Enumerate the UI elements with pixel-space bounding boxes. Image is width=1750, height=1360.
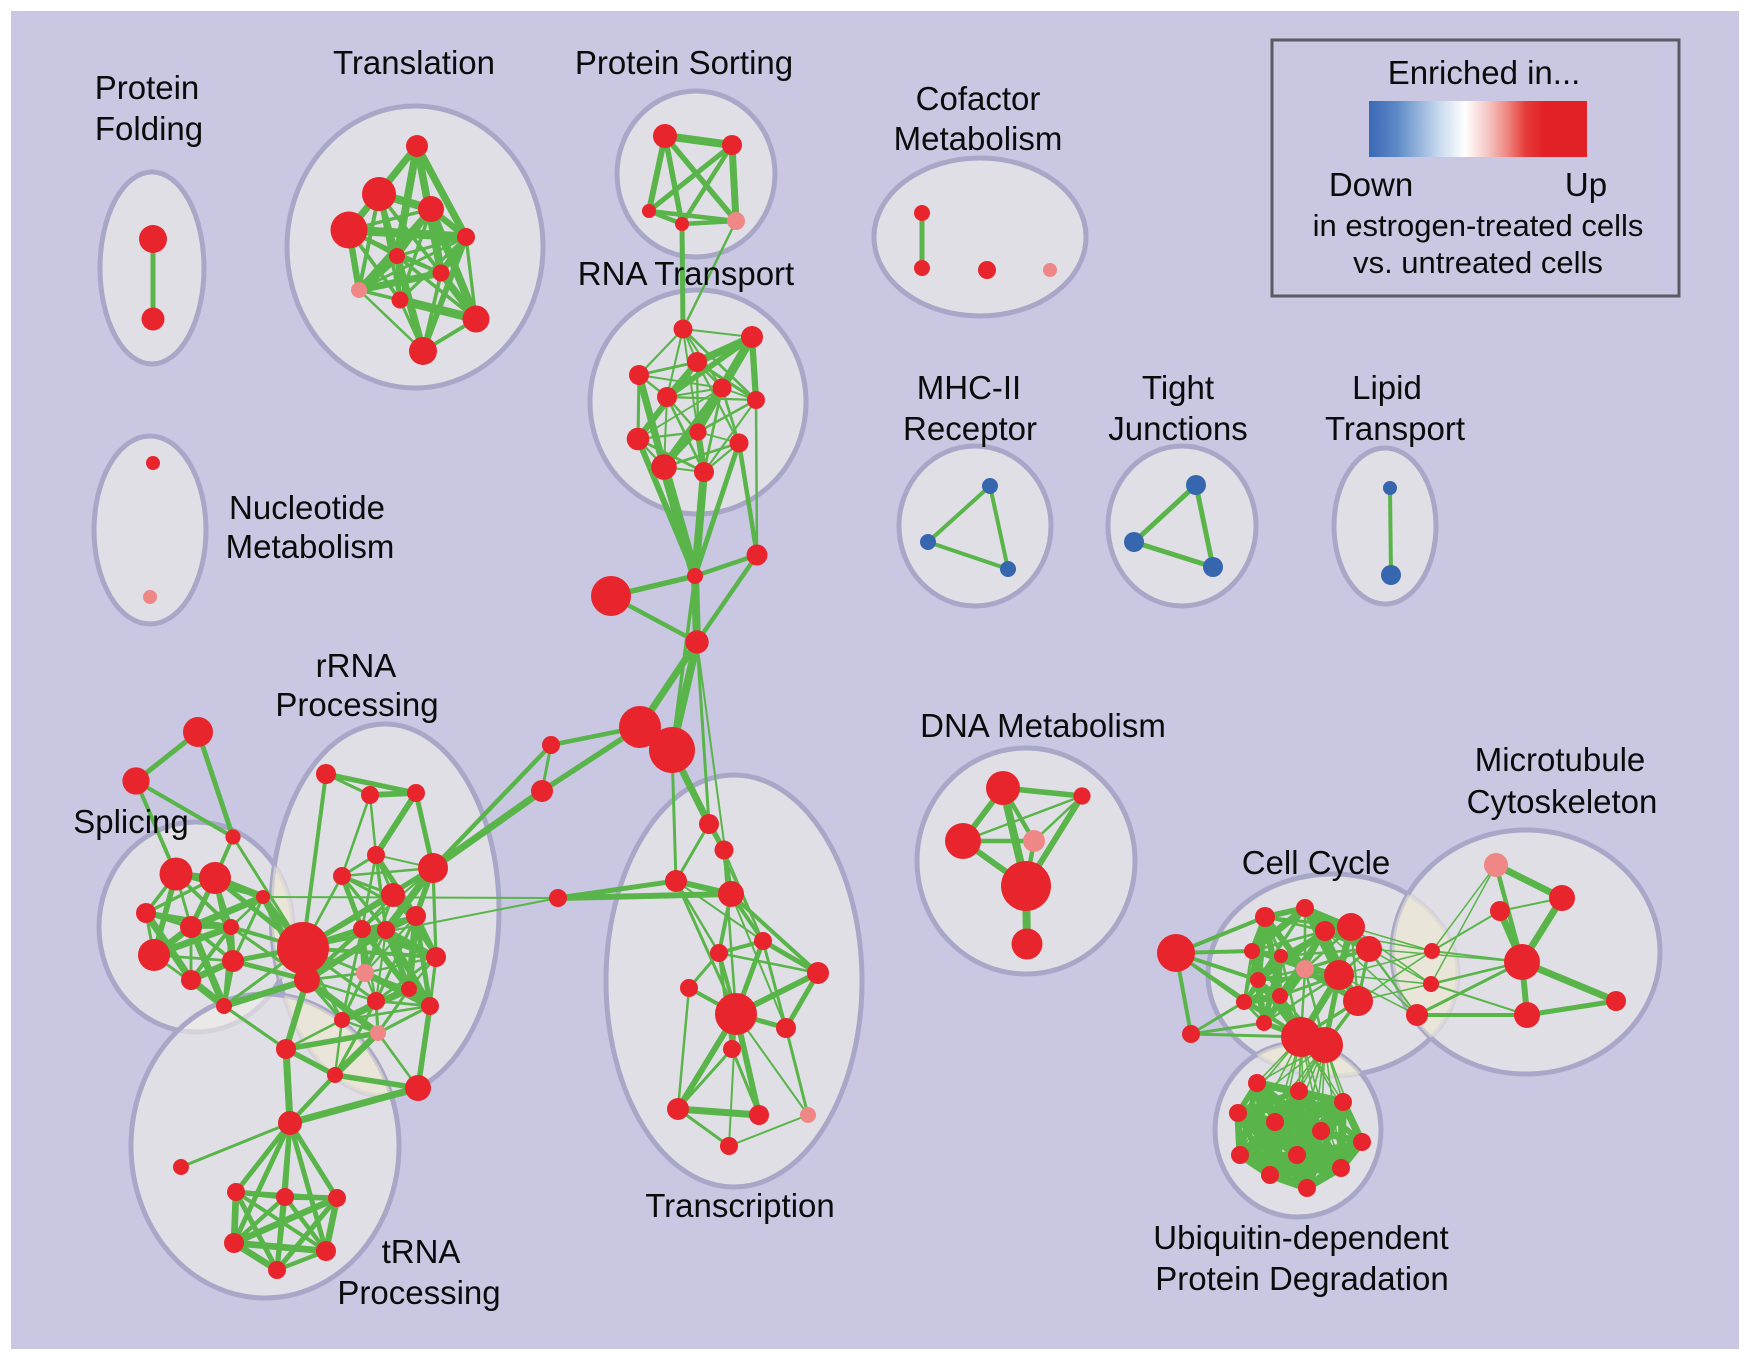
svg-text:vs. untreated cells: vs. untreated cells bbox=[1353, 245, 1603, 280]
svg-text:Cytoskeleton: Cytoskeleton bbox=[1467, 783, 1658, 820]
svg-text:Processing: Processing bbox=[337, 1274, 500, 1311]
svg-text:Cell Cycle: Cell Cycle bbox=[1242, 844, 1391, 881]
svg-text:Splicing: Splicing bbox=[73, 803, 189, 840]
svg-text:Receptor: Receptor bbox=[903, 410, 1037, 447]
svg-text:Protein Sorting: Protein Sorting bbox=[575, 44, 793, 81]
svg-text:Metabolism: Metabolism bbox=[226, 528, 395, 565]
svg-text:tRNA: tRNA bbox=[382, 1233, 461, 1270]
svg-text:rRNA: rRNA bbox=[316, 647, 397, 684]
svg-text:Protein Degradation: Protein Degradation bbox=[1155, 1260, 1449, 1297]
svg-text:Cofactor: Cofactor bbox=[916, 80, 1041, 117]
svg-text:Up: Up bbox=[1565, 166, 1607, 203]
svg-text:Transcription: Transcription bbox=[645, 1187, 835, 1224]
svg-text:Processing: Processing bbox=[275, 686, 438, 723]
svg-text:Ubiquitin-dependent: Ubiquitin-dependent bbox=[1153, 1219, 1448, 1256]
svg-text:Protein: Protein bbox=[95, 69, 200, 106]
svg-text:Lipid: Lipid bbox=[1352, 369, 1422, 406]
svg-text:DNA Metabolism: DNA Metabolism bbox=[920, 707, 1166, 744]
svg-text:MHC-II: MHC-II bbox=[917, 369, 1021, 406]
svg-text:Tight: Tight bbox=[1142, 369, 1214, 406]
svg-text:Microtubule: Microtubule bbox=[1475, 741, 1646, 778]
svg-text:Enriched in...: Enriched in... bbox=[1388, 54, 1581, 91]
svg-text:Transport: Transport bbox=[1325, 410, 1465, 447]
svg-text:Translation: Translation bbox=[333, 44, 495, 81]
svg-text:Down: Down bbox=[1329, 166, 1413, 203]
svg-text:Folding: Folding bbox=[95, 110, 203, 147]
svg-text:Metabolism: Metabolism bbox=[894, 120, 1063, 157]
svg-text:Nucleotide: Nucleotide bbox=[229, 489, 385, 526]
svg-text:Junctions: Junctions bbox=[1108, 410, 1247, 447]
svg-text:RNA Transport: RNA Transport bbox=[578, 255, 794, 292]
svg-text:in estrogen-treated cells: in estrogen-treated cells bbox=[1313, 208, 1644, 243]
